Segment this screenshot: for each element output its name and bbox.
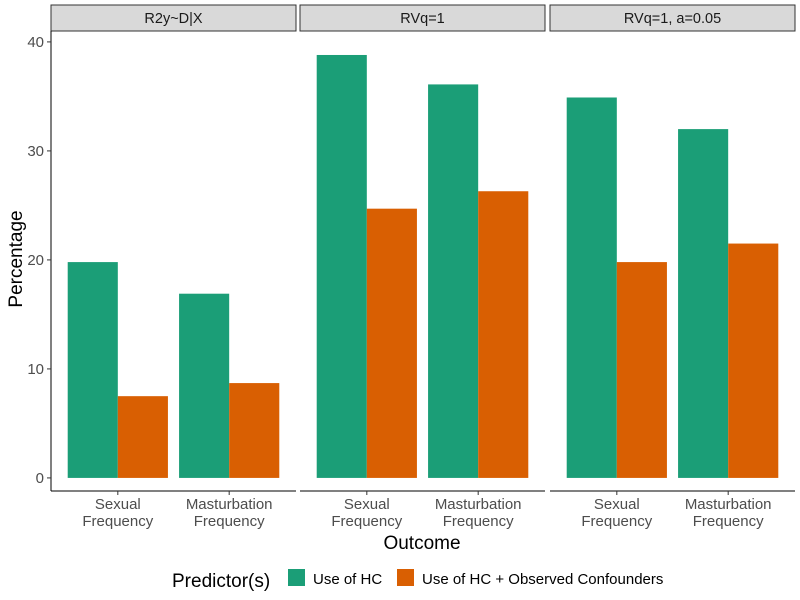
legend: Predictor(s) Use of HC Use of HC + Observ…	[172, 569, 663, 592]
y-axis-title: Percentage	[6, 210, 27, 307]
y-tick-label: 20	[27, 252, 44, 269]
x-tick-label: Sexual Frequency	[82, 496, 153, 530]
facet-strip	[549, 4, 796, 32]
y-tick-label: 10	[27, 361, 44, 378]
bar	[478, 191, 529, 478]
facet-panel: RVq=1, a=0.05 Sexual Frequency Masturbation…	[549, 4, 796, 530]
legend-key	[397, 569, 414, 586]
bar	[316, 54, 367, 478]
y-tick-label: 0	[36, 470, 44, 487]
x-axis-title: Outcome	[383, 533, 460, 554]
y-tick-label: 30	[27, 143, 44, 160]
chart-panels: R2y~D|X Sexual Frequency Masturbation Freque…	[50, 4, 796, 530]
bar	[117, 396, 168, 478]
legend-key	[288, 569, 305, 586]
x-tick-label: Sexual Frequency	[331, 496, 402, 530]
facet-panel: R2y~D|X Sexual Frequency Masturbation Freque…	[50, 4, 297, 530]
x-tick-label: Masturbation Frequency	[685, 496, 772, 530]
x-tick-label: Masturbation Frequency	[435, 496, 522, 530]
facet-strip-label: RVq=1	[400, 11, 444, 27]
facet-panel: RVq=1 Sexual Frequency Masturbation Frequenc…	[299, 4, 546, 530]
legend-label: Use of HC	[313, 571, 382, 588]
bar	[229, 383, 280, 478]
y-tick-label: 40	[27, 34, 44, 51]
bar	[67, 262, 118, 478]
bar	[728, 243, 779, 478]
y-axis: 0 10 20 30 40	[27, 31, 52, 491]
bar	[428, 84, 479, 478]
facet-strip-label: R2y~D|X	[144, 11, 202, 27]
bar	[366, 208, 417, 478]
bar	[678, 129, 729, 478]
legend-label: Use of HC + Observed Confounders	[422, 571, 663, 588]
x-tick-label: Sexual Frequency	[581, 496, 652, 530]
facet-strip	[50, 4, 297, 32]
bar	[566, 97, 617, 478]
x-tick-label: Masturbation Frequency	[186, 496, 273, 530]
legend-title: Predictor(s)	[172, 571, 270, 592]
facet-strip	[299, 4, 546, 32]
bar	[179, 293, 230, 478]
facet-strip-label: RVq=1, a=0.05	[624, 11, 721, 27]
bar	[616, 262, 667, 478]
